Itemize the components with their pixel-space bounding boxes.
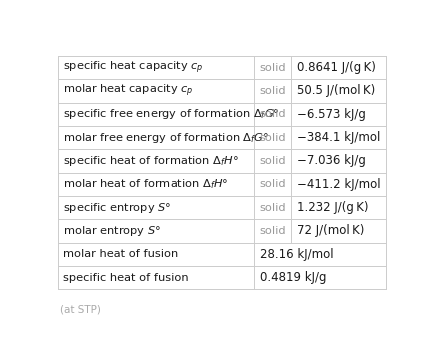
Text: specific heat capacity $c_p$: specific heat capacity $c_p$ [63, 59, 204, 76]
Text: solid: solid [259, 203, 285, 213]
Text: −6.573 kJ/g: −6.573 kJ/g [297, 108, 365, 121]
Text: 50.5 J/(mol K): 50.5 J/(mol K) [297, 84, 375, 97]
Text: specific entropy $S°$: specific entropy $S°$ [63, 201, 171, 214]
Text: specific heat of formation $\Delta_f H°$: specific heat of formation $\Delta_f H°$ [63, 154, 239, 168]
Text: molar heat capacity $c_p$: molar heat capacity $c_p$ [63, 83, 194, 99]
Text: molar heat of fusion: molar heat of fusion [63, 249, 178, 259]
Text: solid: solid [259, 226, 285, 236]
Text: molar free energy of formation $\Delta_f G°$: molar free energy of formation $\Delta_f… [63, 131, 269, 144]
Text: 0.8641 J/(g K): 0.8641 J/(g K) [297, 61, 375, 74]
Text: specific free energy of formation $\Delta_f G°$: specific free energy of formation $\Delt… [63, 107, 280, 121]
Text: 72 J/(mol K): 72 J/(mol K) [297, 225, 364, 238]
Text: 0.4819 kJ/g: 0.4819 kJ/g [260, 271, 326, 284]
Text: solid: solid [259, 86, 285, 96]
Text: solid: solid [259, 132, 285, 143]
Text: (at STP): (at STP) [60, 304, 101, 314]
Text: solid: solid [259, 179, 285, 189]
Text: molar entropy $S°$: molar entropy $S°$ [63, 224, 162, 238]
Text: 28.16 kJ/mol: 28.16 kJ/mol [260, 248, 333, 261]
Text: 1.232 J/(g K): 1.232 J/(g K) [297, 201, 368, 214]
Text: solid: solid [259, 156, 285, 166]
Text: solid: solid [259, 109, 285, 119]
Text: specific heat of fusion: specific heat of fusion [63, 273, 189, 283]
Text: −411.2 kJ/mol: −411.2 kJ/mol [297, 178, 380, 191]
Text: solid: solid [259, 62, 285, 73]
Text: −7.036 kJ/g: −7.036 kJ/g [297, 155, 365, 168]
Text: molar heat of formation $\Delta_f H°$: molar heat of formation $\Delta_f H°$ [63, 177, 229, 191]
Text: −384.1 kJ/mol: −384.1 kJ/mol [297, 131, 380, 144]
